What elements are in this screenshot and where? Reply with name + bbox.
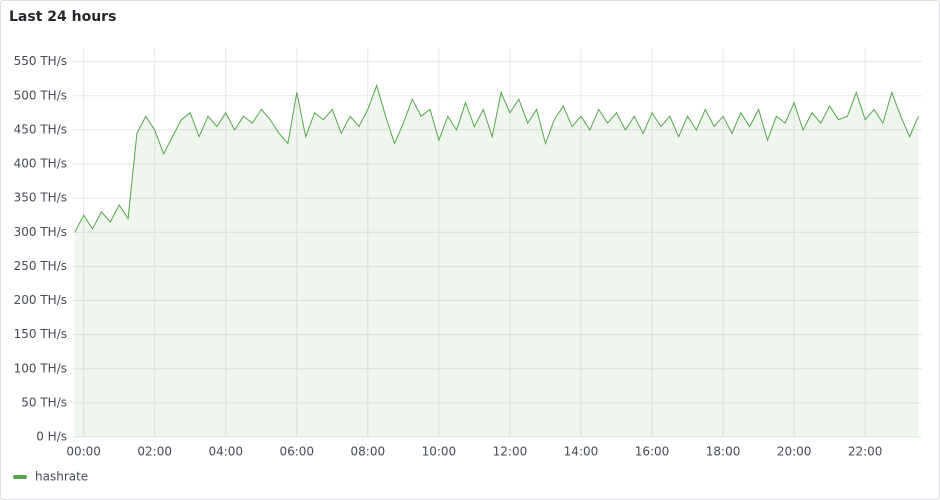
x-tick-label: 20:00 — [777, 445, 812, 459]
y-tick-label: 400 TH/s — [14, 157, 67, 171]
x-tick-label: 10:00 — [422, 445, 457, 459]
x-tick-label: 02:00 — [137, 445, 172, 459]
x-tick-label: 06:00 — [279, 445, 314, 459]
y-tick-label: 150 TH/s — [14, 327, 67, 341]
y-tick-label: 550 TH/s — [14, 54, 67, 68]
panel-title: Last 24 hours — [9, 9, 116, 25]
y-tick-label: 200 TH/s — [14, 293, 67, 307]
y-tick-label: 250 TH/s — [14, 259, 67, 273]
y-tick-label: 300 TH/s — [14, 225, 67, 239]
y-tick-label: 350 TH/s — [14, 191, 67, 205]
legend-swatch — [13, 475, 27, 479]
x-tick-label: 08:00 — [351, 445, 386, 459]
x-tick-label: 18:00 — [706, 445, 741, 459]
x-tick-label: 14:00 — [564, 445, 599, 459]
series-line — [74, 83, 919, 233]
y-tick-label: 50 TH/s — [21, 395, 67, 409]
y-tick-label: 450 TH/s — [14, 122, 67, 136]
legend-label: hashrate — [35, 470, 88, 484]
area-fill — [74, 85, 919, 437]
x-tick-label: 04:00 — [208, 445, 243, 459]
x-tick-label: 12:00 — [493, 445, 528, 459]
y-tick-label: 0 H/s — [36, 430, 67, 444]
x-tick-label: 22:00 — [848, 445, 883, 459]
x-tick-label: 00:00 — [66, 445, 101, 459]
x-tick-label: 16:00 — [635, 445, 670, 459]
y-tick-label: 100 TH/s — [14, 361, 67, 375]
y-tick-label: 500 TH/s — [14, 88, 67, 102]
